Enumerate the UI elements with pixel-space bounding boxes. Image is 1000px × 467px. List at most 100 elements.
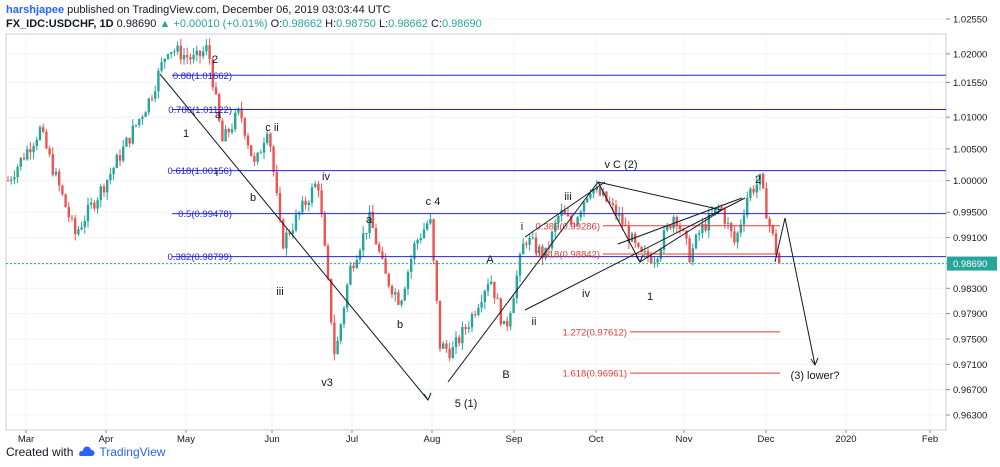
candle-body [688,238,691,263]
candle-body [22,157,26,160]
candle-body [189,57,192,60]
time-tick-label: Nov [676,434,693,445]
wave-label: 5 (1) [455,398,478,410]
candle-body [400,300,403,305]
trend-line [784,217,816,366]
wave-label: i [216,167,218,179]
candle-body [627,225,630,242]
low-value: 0.98662 [388,18,428,30]
candle-body [429,219,432,224]
candle-body [224,128,227,142]
candle-body [451,347,454,359]
candle-body [464,326,467,330]
price-tick-label: 1.02000 [953,49,987,60]
price-axis[interactable]: 1.02550 1.02000 1.01550 1.01000 1.00500 1.000… [946,15,997,422]
trend-line [597,181,723,211]
candle-body [346,284,349,308]
candle-body [698,233,701,235]
candle-body [166,54,170,59]
candle-body [208,45,211,60]
candle-body [723,208,726,224]
candle-body [10,179,13,181]
candle-body [266,133,269,144]
candle-body [237,108,240,113]
candle-body [154,91,157,99]
time-tick-label: Aug [424,434,441,445]
wave-label: iv [582,288,590,300]
wave-label: A [486,254,494,266]
tradingview-brand[interactable]: TradingView [99,445,166,459]
wave-label: b [397,319,403,331]
candles [6,38,781,362]
candle-body [522,243,525,255]
candle-body [342,307,346,325]
candle-body [352,265,355,269]
candle-body [234,112,237,130]
candle-body [160,62,163,71]
candle-body [378,244,381,252]
candle-body [42,127,45,132]
candle-body [294,214,298,231]
extension-level-label: 1.272(0.97612) [563,327,627,338]
candle-body [272,146,275,172]
price-tick-label: 0.97100 [953,360,987,371]
candle-body [106,179,109,193]
candle-body [614,204,618,216]
grid [6,18,946,430]
trend-line [617,197,743,245]
candle-body [422,229,426,239]
candle-body [288,232,291,235]
wave-label: c 4 [426,196,441,208]
candle-body [61,185,64,195]
candle-body [534,237,538,254]
wave-lines [159,73,819,402]
candle-body [333,322,336,355]
price-tick-label: 0.96300 [953,411,987,422]
candle-body [704,224,707,231]
candle-body [96,200,99,209]
candle-body [192,54,195,60]
candle-body [170,52,173,55]
price-tick-label: 0.99500 [953,208,987,219]
candle-body [182,55,186,60]
price-tick-label: 1.02550 [953,15,987,26]
candle-body [509,313,512,327]
candle-body [259,152,262,154]
candle-body [490,281,493,285]
candle-body [762,173,765,189]
time-tick-label: 2020 [835,434,856,445]
wave-label: 1 [183,128,189,140]
candle-body [758,173,762,185]
candle-body [512,298,515,314]
candle-body [246,135,250,146]
candle-body [317,183,320,191]
candle-body [525,243,528,245]
candle-body [538,246,541,254]
candle-body [64,194,67,208]
candle-body [640,246,643,252]
candle-body [454,337,458,348]
high-label: H: [325,18,337,30]
last-price: 0.98690 [116,18,157,30]
candle-body [592,189,595,194]
candle-body [51,154,54,175]
time-axis[interactable]: Mar Apr May Jun Jul Aug Sep Oct Nov Dec 2020 Feb [18,430,938,445]
candle-body [528,237,531,245]
wave-label: a [215,109,222,121]
fib-levels: 0.88(1.01662) 0.786(1.01122) 0.618(1.00156… [6,71,946,380]
publisher-name[interactable]: harshjapee [6,4,65,16]
candle-body [550,231,554,249]
candle-body [678,225,682,230]
candle-body [736,232,739,243]
candle-body [480,302,483,308]
trend-line [774,217,786,263]
candle-body [506,320,509,327]
candle-body [666,225,669,231]
trend-line [639,209,723,263]
candle-body [138,118,141,125]
chart-header: harshjapee published on TradingView.com,… [6,3,482,31]
price-change: ▲ +0.00010 (+0.01%) [159,18,268,30]
trend-line [524,197,746,311]
